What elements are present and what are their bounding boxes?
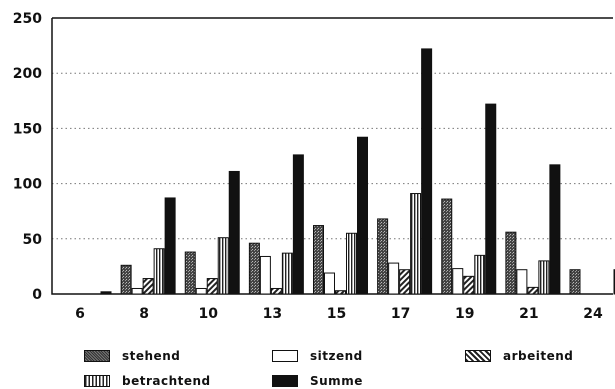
bar-arbeitend-17 bbox=[399, 269, 411, 295]
x-tick-label: 10 bbox=[199, 306, 219, 322]
bar-sitzend-17 bbox=[388, 262, 400, 295]
x-tick-label: 17 bbox=[391, 306, 410, 322]
bar-Summe-8 bbox=[164, 197, 176, 295]
bar-stehend-15 bbox=[313, 225, 324, 295]
bar-arbeitend-21 bbox=[527, 286, 539, 295]
bar-stehend-10 bbox=[184, 251, 196, 295]
bar-sitzend-21 bbox=[516, 269, 528, 295]
bar-Summe-13 bbox=[292, 154, 304, 295]
bar-Summe-15 bbox=[357, 136, 368, 295]
bar-stehend-21 bbox=[505, 231, 517, 295]
y-tick-label: 250 bbox=[13, 11, 42, 27]
bar-betrachtend-13 bbox=[281, 252, 293, 295]
bar-betrachtend-15 bbox=[346, 232, 357, 295]
y-tick-label: 200 bbox=[13, 66, 42, 82]
bar-sitzend-13 bbox=[259, 255, 271, 295]
y-tick-label: 0 bbox=[32, 287, 42, 303]
bar-stehend-8 bbox=[120, 264, 132, 295]
axes bbox=[51, 17, 613, 295]
x-tick-label: 19 bbox=[455, 306, 474, 322]
bar-sitzend-10 bbox=[195, 287, 207, 295]
bar-Summe-21 bbox=[549, 164, 561, 295]
bar-betrachtend-8 bbox=[153, 248, 165, 295]
bar-sitzend-19 bbox=[452, 268, 464, 295]
x-tick-label: 6 bbox=[75, 306, 85, 322]
bar-arbeitend-8 bbox=[142, 278, 154, 295]
bar-Summe-19 bbox=[485, 103, 497, 295]
x-tick-label: 8 bbox=[139, 306, 149, 322]
bar-sitzend-8 bbox=[131, 287, 143, 295]
bar-betrachtend-17 bbox=[410, 193, 422, 295]
bar-stehend-19 bbox=[441, 198, 453, 295]
bar-stehend-24 bbox=[569, 269, 581, 295]
bar-arbeitend-15 bbox=[335, 290, 346, 295]
bar-arbeitend-19 bbox=[463, 275, 475, 295]
x-tick-label: 13 bbox=[263, 306, 282, 322]
x-tick-label: 24 bbox=[583, 306, 603, 322]
x-tick-label: 21 bbox=[519, 306, 538, 322]
bar-stehend-13 bbox=[248, 242, 260, 295]
bar-betrachtend-10 bbox=[217, 237, 229, 295]
bar-arbeitend-10 bbox=[206, 278, 218, 295]
bar-betrachtend-19 bbox=[474, 254, 486, 295]
y-tick-label: 150 bbox=[13, 121, 42, 137]
x-tick-label: 15 bbox=[327, 306, 346, 322]
bar-Summe-17 bbox=[421, 48, 433, 295]
bar-arbeitend-13 bbox=[270, 287, 282, 295]
bar-betrachtend-21 bbox=[538, 260, 550, 295]
y-tick-label: 100 bbox=[13, 177, 42, 193]
bar-Summe-10 bbox=[228, 170, 240, 295]
bar-Summe-6 bbox=[100, 291, 112, 295]
y-tick-label: 50 bbox=[23, 232, 43, 248]
bar-stehend-17 bbox=[377, 218, 389, 295]
bar-sitzend-15 bbox=[324, 272, 335, 295]
